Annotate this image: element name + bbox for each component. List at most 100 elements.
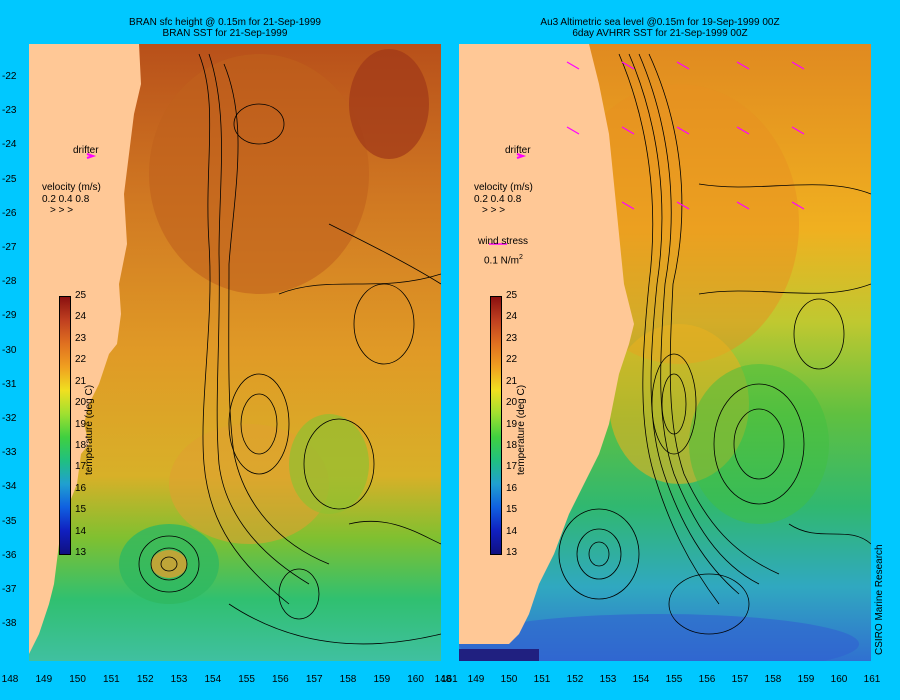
x-tick-label: 160 bbox=[830, 674, 848, 685]
y-tick-label: -24 bbox=[2, 139, 17, 151]
colorbar-tick-label: 20 bbox=[506, 397, 518, 409]
x-tick-label: 161 bbox=[863, 674, 881, 685]
colorbar-tick-label: 17 bbox=[506, 461, 518, 473]
y-tick-label: -34 bbox=[2, 481, 17, 493]
x-tick-label: 158 bbox=[764, 674, 782, 685]
x-tick-label: 160 bbox=[407, 674, 424, 685]
x-tick-label: 150 bbox=[500, 674, 518, 685]
x-tick-label: 157 bbox=[305, 674, 323, 685]
colorbar-tick-label: 25 bbox=[506, 290, 518, 301]
colorbar-tick-label: 14 bbox=[75, 525, 87, 537]
colorbar-tick-label: 18 bbox=[75, 439, 87, 451]
x-tick-label: 148 bbox=[434, 674, 452, 685]
colorbar-tick-label: 15 bbox=[506, 504, 518, 516]
colorbar-tick-label: 13 bbox=[75, 547, 87, 558]
colorbar-tick-label: 21 bbox=[75, 375, 87, 387]
left-title-line2: BRAN SST for 21-Sep-1999 bbox=[162, 28, 288, 39]
colorbar-tick-label: 22 bbox=[75, 354, 87, 366]
left-colorbar-label: temperature (deg C) bbox=[84, 384, 95, 475]
right-colorbar-label: temperature (deg C) bbox=[516, 384, 527, 475]
colorbar-tick-label: 18 bbox=[506, 439, 518, 451]
y-tick-label: -23 bbox=[2, 105, 17, 117]
credit-label: CSIRO Marine Research bbox=[874, 544, 885, 655]
x-tick-label: 149 bbox=[35, 674, 53, 685]
x-tick-label: 151 bbox=[533, 674, 551, 685]
left-velocity-scale: 0.2 0.4 0.8 bbox=[42, 194, 90, 205]
left-map-graphic bbox=[29, 44, 441, 661]
left-land bbox=[29, 44, 141, 654]
right-land bbox=[459, 44, 634, 644]
left-title-line1: BRAN sfc height @ 0.15m for 21-Sep-1999 bbox=[129, 17, 321, 28]
y-tick-label: -29 bbox=[2, 310, 17, 322]
x-tick-label: 154 bbox=[204, 674, 222, 685]
x-tick-label: 151 bbox=[103, 674, 120, 685]
x-tick-label: 150 bbox=[69, 674, 86, 685]
x-tick-label: 156 bbox=[272, 674, 289, 685]
colorbar-tick-label: 14 bbox=[506, 525, 518, 537]
x-tick-label: 149 bbox=[467, 674, 485, 685]
left-map bbox=[29, 44, 441, 661]
colorbar-tick-label: 21 bbox=[506, 375, 518, 387]
x-tick-label: 161 bbox=[441, 674, 458, 685]
wind-stress-label: wind stress bbox=[478, 236, 529, 247]
x-tick-label: 152 bbox=[136, 674, 154, 685]
x-tick-label: 156 bbox=[698, 674, 716, 685]
y-tick-label: -38 bbox=[2, 618, 17, 630]
colorbar-tick-label: 24 bbox=[75, 311, 87, 323]
colorbar-tick-label: 16 bbox=[506, 482, 518, 494]
colorbar-tick-label: 25 bbox=[75, 290, 87, 301]
right-velocity-label: velocity (m/s) bbox=[474, 182, 533, 193]
y-tick-label: -27 bbox=[2, 242, 17, 253]
colorbar-tick-label: 23 bbox=[506, 332, 518, 344]
y-tick-label: -28 bbox=[2, 276, 17, 288]
y-tick-label: -26 bbox=[2, 207, 17, 219]
colorbar-tick-label: 17 bbox=[75, 461, 87, 473]
x-tick-label: 159 bbox=[797, 674, 815, 685]
right-title-line2: 6day AVHRR SST for 21-Sep-1999 00Z bbox=[572, 28, 748, 39]
left-velocity-arrows: > > > bbox=[50, 205, 74, 216]
right-map-graphic bbox=[459, 44, 871, 661]
x-tick-label: 158 bbox=[339, 674, 357, 685]
y-tick-label: -35 bbox=[2, 515, 17, 527]
y-tick-label: -32 bbox=[2, 413, 17, 424]
wind-stress-scale: 0.1 N/m2 bbox=[484, 252, 523, 266]
x-tick-label: 159 bbox=[373, 674, 391, 685]
y-tick-label: -33 bbox=[2, 447, 17, 459]
right-velocity-scale: 0.2 0.4 0.8 bbox=[474, 194, 522, 205]
y-tick-label: -25 bbox=[2, 173, 17, 185]
y-tick-label: -31 bbox=[2, 378, 17, 390]
colorbar-tick-label: 15 bbox=[75, 504, 87, 516]
colorbar-tick-label: 16 bbox=[75, 482, 87, 494]
colorbar-tick-label: 23 bbox=[75, 332, 87, 344]
right-title: Au3 Altimetric sea level @0.15m for 19-S… bbox=[500, 17, 820, 39]
x-tick-label: 148 bbox=[1, 674, 19, 685]
y-tick-label: -37 bbox=[2, 584, 17, 595]
left-drifter-label: drifter bbox=[73, 145, 99, 156]
y-tick-label: -22 bbox=[2, 71, 17, 82]
colorbar-gradient bbox=[490, 296, 502, 555]
x-tick-label: 153 bbox=[170, 674, 188, 685]
right-map bbox=[459, 44, 871, 661]
colorbar-tick-label: 13 bbox=[506, 547, 518, 558]
x-tick-label: 155 bbox=[665, 674, 683, 685]
right-drifter-label: drifter bbox=[505, 145, 531, 156]
x-tick-label: 157 bbox=[731, 674, 749, 685]
left-velocity-label: velocity (m/s) bbox=[42, 182, 101, 193]
x-tick-label: 153 bbox=[599, 674, 617, 685]
left-drifter-arrow bbox=[86, 153, 97, 159]
colorbar-tick-label: 19 bbox=[506, 418, 518, 430]
colorbar-tick-label: 22 bbox=[506, 354, 518, 366]
y-tick-label: -36 bbox=[2, 549, 17, 561]
left-title: BRAN sfc height @ 0.15m for 21-Sep-1999 … bbox=[110, 17, 340, 39]
colorbar-tick-label: 24 bbox=[506, 311, 518, 323]
wind-stress-scale-value: 0.1 N/m bbox=[484, 255, 520, 267]
wind-stress-scale-exp: 2 bbox=[519, 254, 523, 261]
x-tick-label: 155 bbox=[238, 674, 255, 685]
x-tick-label: 154 bbox=[632, 674, 650, 685]
colorbar-tick-label: 19 bbox=[75, 418, 87, 430]
right-velocity-arrows: > > > bbox=[482, 205, 506, 216]
x-tick-label: 152 bbox=[566, 674, 584, 685]
wind-stress-arrows bbox=[566, 61, 805, 210]
right-title-line1: Au3 Altimetric sea level @0.15m for 19-S… bbox=[540, 17, 780, 28]
y-tick-label: -30 bbox=[2, 344, 17, 356]
